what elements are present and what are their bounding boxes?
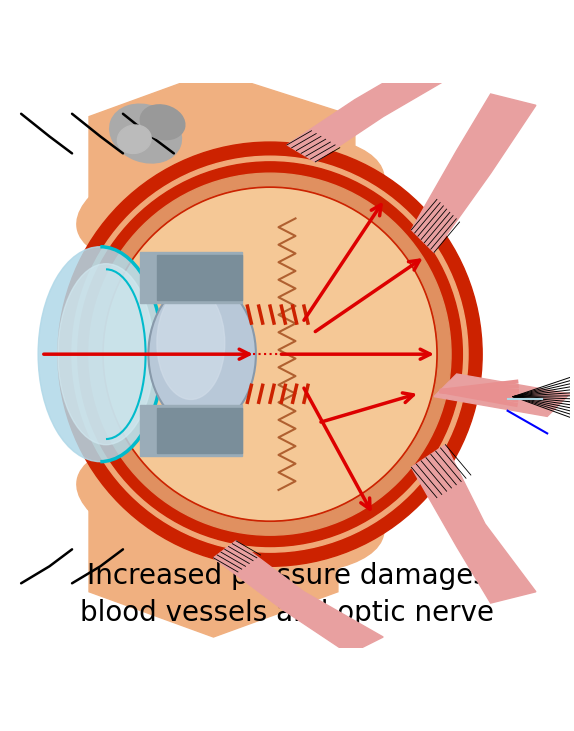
Polygon shape [214, 541, 383, 654]
Ellipse shape [110, 105, 181, 163]
Polygon shape [412, 444, 536, 603]
Ellipse shape [77, 440, 384, 574]
Text: Increased pressure damages
blood vessels and optic nerve: Increased pressure damages blood vessels… [80, 562, 494, 627]
Polygon shape [434, 374, 570, 417]
Ellipse shape [117, 125, 151, 154]
Polygon shape [412, 94, 536, 252]
Polygon shape [140, 405, 242, 456]
Polygon shape [157, 255, 242, 300]
Polygon shape [140, 252, 242, 303]
Ellipse shape [149, 281, 256, 428]
Polygon shape [89, 456, 338, 637]
Circle shape [86, 170, 454, 538]
Ellipse shape [38, 246, 162, 462]
Ellipse shape [77, 135, 384, 268]
Ellipse shape [140, 105, 185, 140]
Polygon shape [89, 72, 355, 252]
Circle shape [58, 142, 482, 567]
Polygon shape [287, 60, 451, 162]
Ellipse shape [157, 287, 225, 399]
Circle shape [72, 156, 468, 552]
Polygon shape [157, 408, 242, 453]
Ellipse shape [58, 264, 154, 444]
